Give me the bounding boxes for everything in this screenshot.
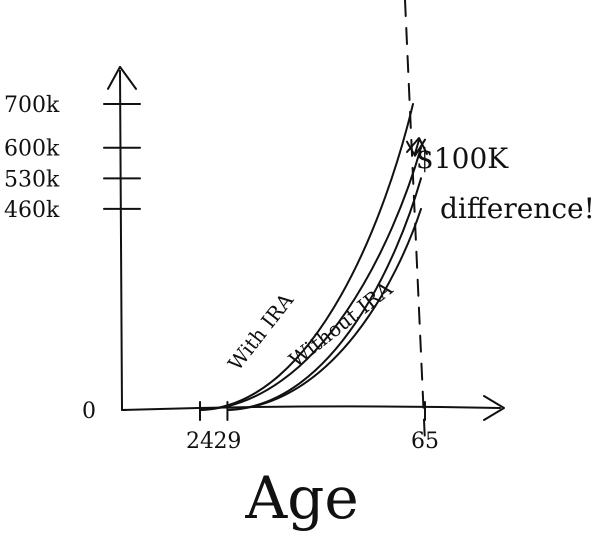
x-axis — [122, 406, 500, 410]
x-tick-label: 29 — [213, 429, 241, 454]
y-tick-label: 460k — [4, 198, 60, 223]
y-axis-arrowhead — [108, 67, 136, 89]
x-axis-label: Age — [244, 464, 358, 532]
series-line — [227, 209, 421, 410]
y-tick-label: 600k — [4, 137, 60, 162]
difference-word-label: difference! — [440, 192, 595, 225]
x-tick-label: 24 — [186, 429, 214, 454]
y-tick-label: 0 — [82, 399, 96, 424]
y-axis — [120, 71, 122, 410]
difference-amount-label: $100K — [416, 142, 509, 175]
series-label-with-ira: With IRA — [223, 288, 298, 375]
x-ticks: 24 29 65 — [186, 402, 439, 454]
retirement-reference-line — [405, 0, 425, 442]
series-label-without-ira: Without IRA — [284, 276, 397, 372]
y-tick-label: 700k — [4, 93, 60, 118]
y-tick-label: 530k — [4, 167, 60, 192]
